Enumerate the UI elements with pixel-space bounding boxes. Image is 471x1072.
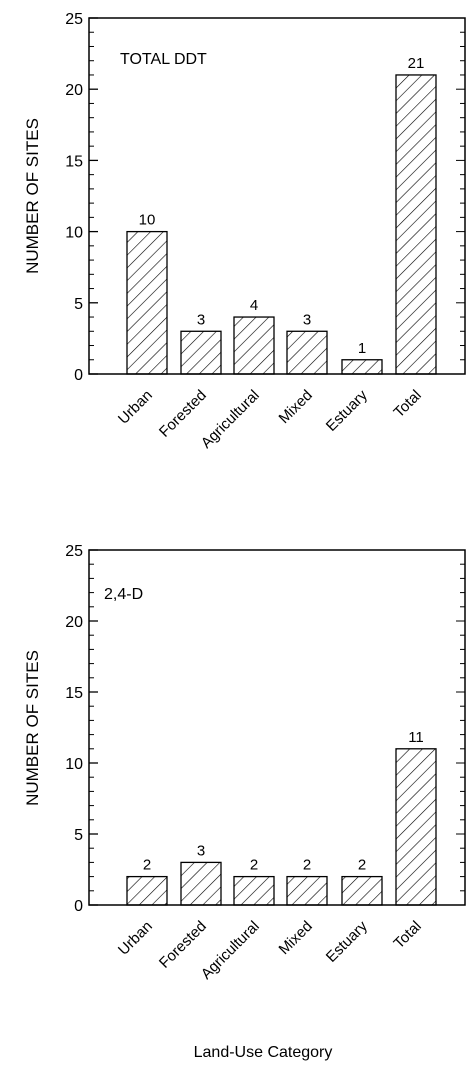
y-tick-label: 5 — [74, 827, 83, 844]
data-label-group: 10 3 4 3 1 21 — [139, 55, 425, 357]
y-tick-label: 25 — [65, 543, 83, 560]
data-label: 2 — [250, 857, 258, 874]
right-axis-ticks — [456, 549, 465, 906]
data-label: 4 — [250, 297, 258, 314]
chart-panel-total-ddt: TOTAL DDT NUMBER OF SITES 0 5 10 15 20 25 10 3… — [23, 11, 466, 452]
y-tick-label: 10 — [65, 225, 83, 242]
data-label: 1 — [358, 340, 366, 357]
data-label: 2 — [303, 857, 311, 874]
bar-agricultural — [233, 875, 275, 906]
category-label: Urban — [115, 387, 156, 428]
data-label: 3 — [197, 311, 205, 328]
y-axis-title: NUMBER OF SITES — [23, 650, 42, 806]
bar-agricultural — [233, 316, 275, 375]
bar-group — [126, 748, 437, 906]
category-label: Forested — [156, 387, 210, 441]
bar-forested — [180, 330, 222, 375]
plot-frame — [88, 549, 466, 906]
y-tick-label: 25 — [65, 11, 83, 28]
bar-mixed — [286, 330, 328, 375]
bar-forested — [180, 861, 222, 906]
bar-estuary — [341, 359, 383, 375]
right-axis-ticks — [456, 17, 465, 375]
y-tick-label: 0 — [74, 898, 83, 915]
y-tick-label: 15 — [65, 685, 83, 702]
data-label: 2 — [143, 857, 151, 874]
bar-estuary — [341, 875, 383, 906]
data-label: 11 — [408, 729, 424, 746]
data-label: 3 — [197, 842, 205, 859]
x-axis-title: Land-Use Category — [194, 1044, 333, 1061]
bar-group — [126, 74, 437, 375]
bar-urban — [126, 230, 168, 375]
data-label: 3 — [303, 311, 311, 328]
data-label-group: 2 3 2 2 2 11 — [143, 729, 424, 874]
bar-total — [395, 74, 437, 375]
y-tick-label: 0 — [74, 367, 83, 384]
chart-panel-2-4-d: 2,4-D NUMBER OF SITES 0 5 10 15 20 25 2 3 2 2 2 11… — [23, 543, 466, 983]
data-label: 2 — [358, 857, 366, 874]
bar-mixed — [286, 875, 328, 906]
data-label: 10 — [139, 212, 156, 229]
y-axis-title: NUMBER OF SITES — [23, 118, 42, 274]
panel-title: 2,4-D — [104, 586, 143, 603]
category-label: Mixed — [276, 918, 316, 958]
y-tick-label: 15 — [65, 153, 83, 170]
bar-total — [395, 748, 437, 906]
category-label: Total — [390, 387, 424, 421]
category-label: Total — [390, 918, 424, 952]
y-tick-label: 5 — [74, 296, 83, 313]
category-label: Urban — [115, 918, 156, 959]
y-axis-ticks: 0 5 10 15 20 25 — [65, 11, 98, 384]
category-label: Forested — [156, 918, 210, 972]
panel-title: TOTAL DDT — [120, 51, 207, 68]
y-axis-ticks: 0 5 10 15 20 25 — [65, 543, 98, 915]
y-tick-label: 10 — [65, 756, 83, 773]
category-label: Estuary — [323, 386, 371, 434]
y-tick-label: 20 — [65, 614, 83, 631]
category-label: Mixed — [276, 387, 316, 427]
y-tick-label: 20 — [65, 82, 83, 99]
bar-urban — [126, 875, 168, 906]
data-label: 21 — [408, 55, 425, 72]
plot-frame — [88, 17, 466, 375]
category-label: Estuary — [323, 917, 371, 965]
